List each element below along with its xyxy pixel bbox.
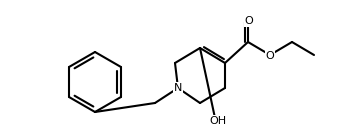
Text: O: O [245, 16, 253, 26]
Text: O: O [266, 51, 274, 61]
Text: N: N [174, 83, 182, 93]
Text: OH: OH [210, 116, 227, 126]
